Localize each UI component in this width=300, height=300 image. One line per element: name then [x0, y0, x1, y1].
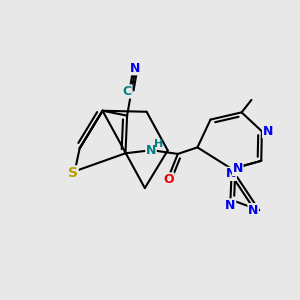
Text: N: N — [225, 199, 236, 212]
Text: O: O — [163, 173, 174, 186]
Text: N: N — [226, 167, 236, 180]
Text: N: N — [130, 62, 140, 75]
Text: N: N — [248, 204, 258, 217]
Text: C: C — [123, 85, 132, 98]
Text: S: S — [68, 166, 78, 180]
Text: N: N — [146, 144, 156, 157]
Text: N: N — [232, 163, 243, 176]
Text: H: H — [154, 139, 163, 149]
Text: N: N — [262, 125, 273, 138]
